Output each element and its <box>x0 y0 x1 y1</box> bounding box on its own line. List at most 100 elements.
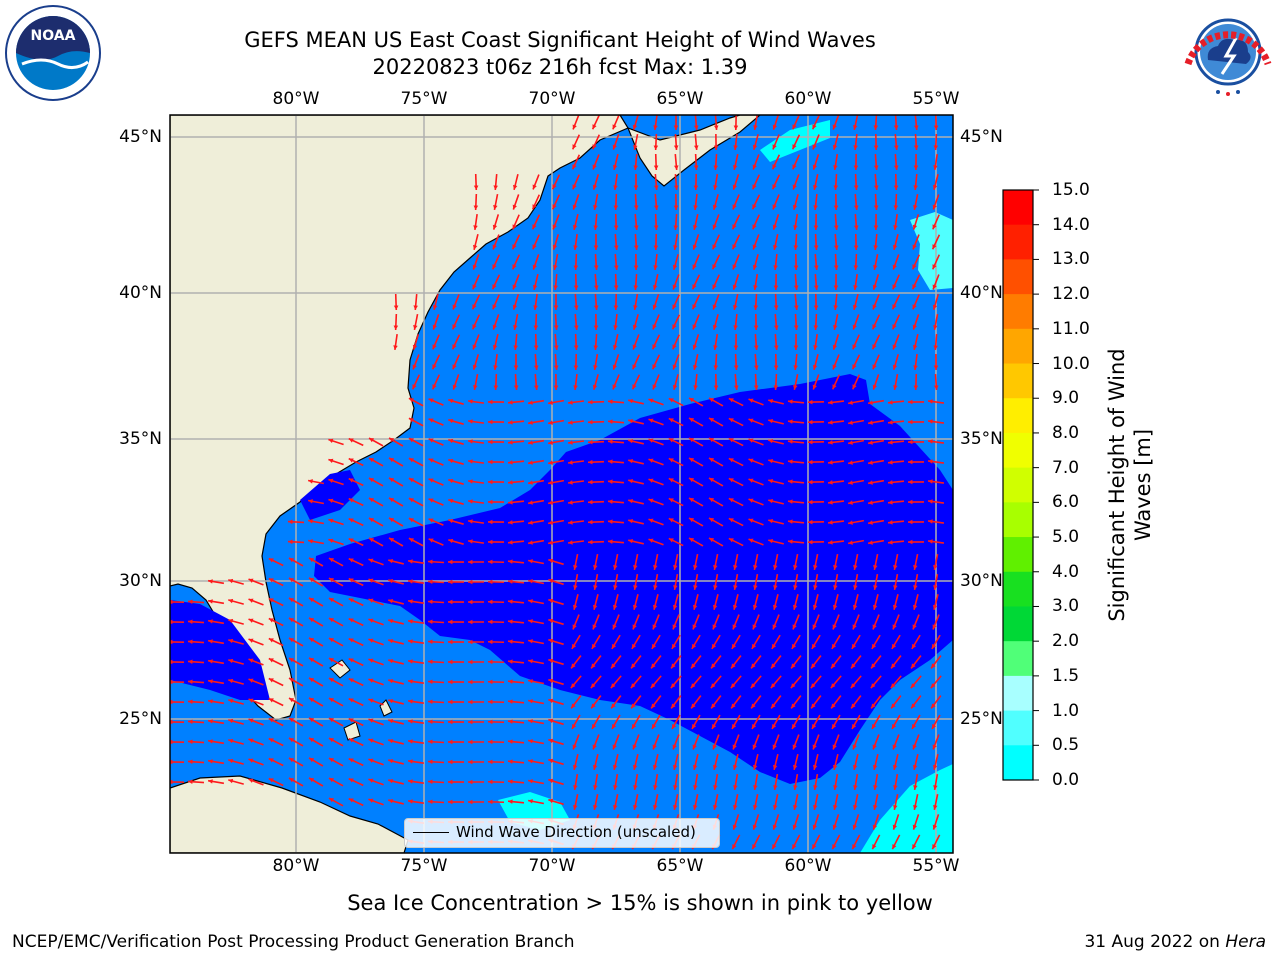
wave-arrow <box>668 417 684 427</box>
wave-arrow <box>571 134 581 150</box>
wave-arrow <box>532 174 540 190</box>
wave-arrow <box>633 193 639 211</box>
wave-arrow <box>572 115 580 130</box>
wave-arrow <box>793 333 799 351</box>
wave-arrow <box>527 659 545 665</box>
wave-arrow <box>833 314 839 330</box>
wave-arrow <box>407 779 425 784</box>
wave-arrow <box>753 293 759 311</box>
legend-line-icon <box>413 832 449 833</box>
wave-arrow <box>893 573 899 591</box>
wave-arrow <box>712 194 719 210</box>
wave-arrow <box>712 614 720 630</box>
wave-arrow <box>491 274 501 290</box>
wave-arrow <box>388 738 404 745</box>
wave-arrow <box>887 480 905 485</box>
wave-arrow <box>852 614 860 630</box>
bottom-tick-label: 65°W <box>656 856 704 876</box>
wave-arrow <box>893 193 899 211</box>
wave-arrow <box>487 399 505 405</box>
wave-arrow <box>773 553 779 571</box>
wave-arrow <box>713 373 719 391</box>
wave-arrow <box>827 460 845 465</box>
wave-arrow <box>548 638 564 646</box>
wave-arrow <box>348 537 364 547</box>
wave-arrow <box>553 293 559 311</box>
wave-arrow <box>734 373 739 391</box>
wave-arrow <box>567 420 585 425</box>
wave-arrow <box>772 194 780 210</box>
wave-arrow <box>511 234 521 250</box>
wave-arrow <box>612 614 620 630</box>
wave-arrow <box>471 294 481 310</box>
wave-arrow <box>393 293 399 311</box>
wave-arrow <box>853 773 859 791</box>
wave-arrow <box>368 758 384 766</box>
wave-arrow <box>388 477 404 487</box>
wave-arrow <box>493 193 499 211</box>
wave-arrow <box>708 437 724 447</box>
wave-arrow <box>228 598 244 605</box>
left-tick-label: 30°N <box>119 571 162 591</box>
wave-arrow <box>933 313 939 331</box>
wave-arrow <box>612 154 619 170</box>
wave-arrow <box>853 133 858 151</box>
wave-arrow <box>472 334 480 350</box>
wave-arrow <box>733 794 739 810</box>
wave-arrow <box>753 553 759 571</box>
wave-arrow <box>872 354 880 370</box>
wave-arrow <box>892 354 900 370</box>
wave-arrow <box>871 334 881 350</box>
wave-arrow <box>527 399 545 405</box>
wave-arrow <box>248 698 264 706</box>
wave-arrow <box>507 779 525 784</box>
wave-arrow <box>891 834 901 850</box>
wave-arrow <box>467 779 485 785</box>
wave-arrow <box>812 354 819 370</box>
wave-arrow <box>933 794 939 810</box>
wave-arrow <box>447 639 465 645</box>
right-tick-label: 30°N <box>960 571 1003 591</box>
wave-arrow <box>547 439 565 445</box>
wave-arrow <box>613 553 619 571</box>
wave-arrow <box>533 293 538 311</box>
wave-arrow <box>632 594 639 610</box>
wave-arrow <box>652 614 660 630</box>
wave-arrow <box>694 115 699 131</box>
wave-arrow <box>368 778 384 786</box>
wave-arrow <box>572 194 580 210</box>
wave-arrow <box>467 599 485 605</box>
wave-arrow <box>570 695 582 709</box>
wave-arrow <box>847 419 865 425</box>
wave-arrow <box>913 573 919 591</box>
wave-arrow <box>853 173 859 191</box>
wave-arrow <box>733 573 739 591</box>
wave-arrow <box>592 594 599 610</box>
wave-arrow <box>447 799 465 805</box>
wave-arrow <box>348 717 364 727</box>
wave-arrow <box>573 773 579 791</box>
wave-arrow <box>871 634 881 650</box>
wave-arrow <box>368 598 384 606</box>
wave-arrow <box>893 213 898 231</box>
wave-arrow <box>573 233 578 251</box>
wave-arrow <box>688 497 704 507</box>
wave-arrow <box>533 333 539 351</box>
colorbar-tick-label: 11.0 <box>1052 318 1090 339</box>
wave-arrow <box>853 794 859 810</box>
wave-arrow <box>834 233 839 251</box>
wave-arrow <box>887 420 905 425</box>
wave-arrow <box>527 679 545 685</box>
wave-arrow <box>207 679 225 685</box>
wave-arrow <box>652 294 660 310</box>
wave-arrow <box>688 457 704 467</box>
wave-arrow <box>593 193 599 211</box>
wave-arrow <box>467 659 485 665</box>
wave-arrow <box>611 634 621 650</box>
wave-arrow <box>207 579 225 585</box>
wave-arrow <box>931 234 941 250</box>
wave-arrow <box>753 573 759 591</box>
wave-arrow <box>813 333 818 351</box>
wave-arrow <box>467 699 485 705</box>
wave-arrow <box>773 293 779 311</box>
